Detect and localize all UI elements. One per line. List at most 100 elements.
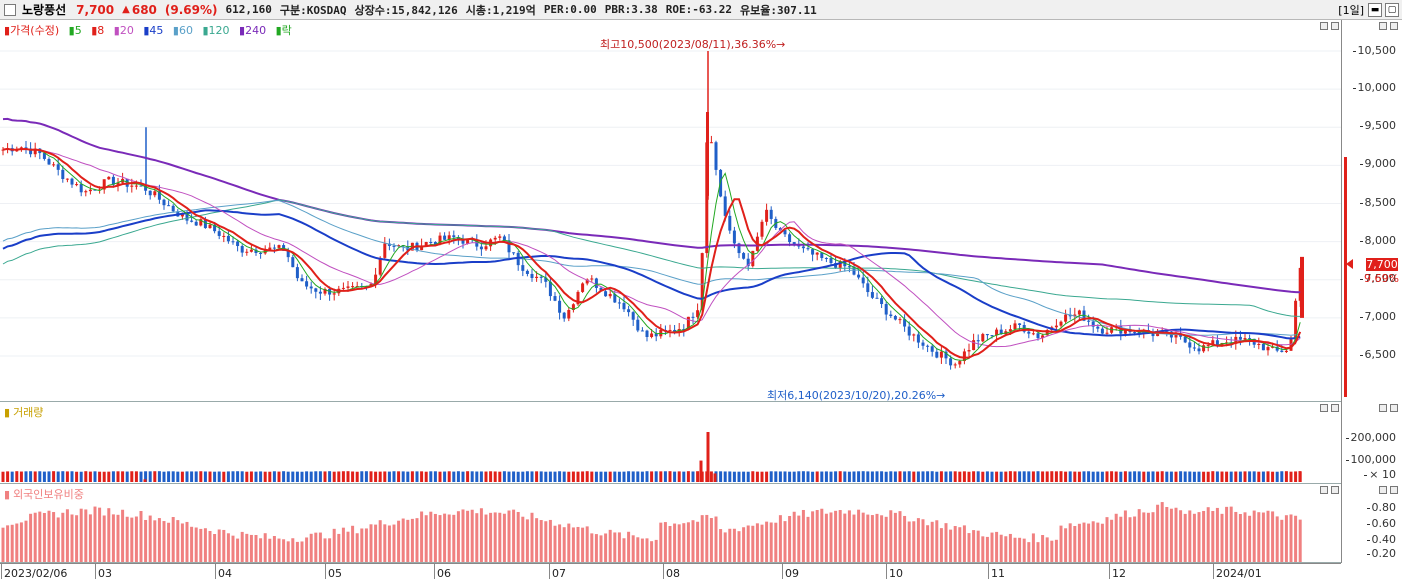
foreign-bar bbox=[1238, 514, 1242, 562]
current-price-marker-icon bbox=[1346, 259, 1353, 269]
legend-ma45[interactable]: ▮45 bbox=[143, 24, 164, 37]
candle bbox=[700, 253, 704, 311]
foreign-bar bbox=[415, 518, 419, 562]
foreign-ownership-chart[interactable] bbox=[0, 484, 1341, 563]
pane-controls[interactable] bbox=[1320, 404, 1339, 412]
volume-bar bbox=[1284, 471, 1288, 482]
legend-ma20[interactable]: ▮20 bbox=[113, 24, 134, 37]
foreign-bar bbox=[157, 518, 161, 562]
foreign-bar bbox=[1050, 540, 1054, 562]
candle bbox=[512, 252, 516, 254]
foreign-tick: 0.60 bbox=[1366, 517, 1396, 530]
candle bbox=[815, 252, 819, 255]
date-label: 09 bbox=[782, 563, 799, 580]
candle bbox=[893, 316, 897, 320]
volume-bar bbox=[254, 471, 258, 482]
foreign-pane[interactable]: ▮ 외국인보유비중 bbox=[0, 484, 1341, 563]
candle bbox=[1133, 332, 1137, 334]
foreign-bar bbox=[907, 521, 911, 562]
volume-bar bbox=[79, 471, 83, 482]
volume-bar bbox=[682, 471, 686, 482]
volume-bar bbox=[774, 471, 778, 482]
foreign-legend[interactable]: ▮ 외국인보유비중 bbox=[4, 488, 84, 501]
volume-bar bbox=[691, 471, 695, 482]
foreign-bar bbox=[231, 535, 235, 562]
foreign-bar bbox=[420, 511, 424, 562]
foreign-bar bbox=[489, 512, 493, 562]
volume-legend[interactable]: ▮ 거래량 bbox=[4, 406, 44, 419]
foreign-bar bbox=[1215, 507, 1219, 562]
volume-bar bbox=[912, 471, 916, 482]
foreign-bar bbox=[355, 533, 359, 562]
volume-bar bbox=[1211, 471, 1215, 482]
volume-bar bbox=[75, 471, 79, 482]
candle bbox=[903, 319, 907, 327]
volume-bar bbox=[461, 471, 465, 482]
candle bbox=[397, 245, 401, 247]
foreign-bar bbox=[259, 538, 263, 562]
candle bbox=[493, 237, 497, 240]
candle bbox=[295, 267, 299, 279]
volume-bar bbox=[410, 471, 414, 482]
candle bbox=[737, 243, 741, 254]
candle bbox=[631, 312, 635, 320]
legend-ma60[interactable]: ▮60 bbox=[172, 24, 193, 37]
pane-controls[interactable] bbox=[1320, 22, 1339, 30]
volume-bar bbox=[1100, 471, 1104, 482]
candle bbox=[544, 277, 548, 282]
foreign-bar bbox=[374, 524, 378, 562]
volume-bar bbox=[1215, 471, 1219, 482]
foreign-bar bbox=[512, 509, 516, 562]
foreign-bar bbox=[728, 528, 732, 562]
price-chart[interactable] bbox=[0, 20, 1341, 402]
select-checkbox[interactable] bbox=[4, 3, 16, 16]
legend-ma240[interactable]: ▮240 bbox=[239, 24, 267, 37]
foreign-bar bbox=[645, 538, 649, 562]
volume-bar bbox=[180, 471, 184, 482]
price-pane[interactable]: ▮가격(수정) ▮5 ▮8 ▮20 ▮45 ▮60 ▮120 ▮240 ▮락 최… bbox=[0, 20, 1341, 402]
foreign-bar bbox=[847, 510, 851, 562]
foreign-bar bbox=[558, 524, 562, 562]
minimize-icon[interactable]: ▬ bbox=[1368, 2, 1382, 17]
volume-chart[interactable] bbox=[0, 402, 1341, 484]
legend-ma120[interactable]: ▮120 bbox=[202, 24, 230, 37]
legend-price[interactable]: ▮가격(수정) bbox=[4, 24, 60, 37]
candle bbox=[47, 158, 51, 165]
foreign-bar bbox=[185, 521, 189, 562]
foreign-bar bbox=[226, 533, 230, 562]
volume-bar bbox=[972, 471, 976, 482]
candle bbox=[479, 246, 483, 250]
candle bbox=[576, 291, 580, 305]
foreign-bar bbox=[594, 534, 598, 562]
pane-controls[interactable] bbox=[1320, 486, 1339, 494]
volume-bar bbox=[1266, 471, 1270, 482]
volume-bar bbox=[15, 471, 19, 482]
volume-bar bbox=[719, 471, 723, 482]
price-tick: 9,500 bbox=[1359, 119, 1396, 132]
candle bbox=[604, 291, 608, 297]
candle bbox=[599, 287, 603, 292]
candle bbox=[199, 219, 203, 226]
candle bbox=[1008, 329, 1012, 332]
foreign-bar bbox=[926, 525, 930, 562]
foreign-bar bbox=[102, 515, 106, 562]
candle bbox=[792, 242, 796, 245]
foreign-bar bbox=[1225, 506, 1229, 562]
legend-ma5[interactable]: ▮5 bbox=[68, 24, 82, 37]
volume-bar bbox=[475, 471, 479, 482]
foreign-bar bbox=[659, 522, 663, 562]
foreign-bar bbox=[930, 521, 934, 562]
price-tick: 7,000 bbox=[1359, 310, 1396, 323]
candle bbox=[1123, 329, 1127, 334]
foreign-bar bbox=[98, 507, 102, 562]
legend-ma8[interactable]: ▮8 bbox=[91, 24, 105, 37]
volume-spike-bar bbox=[713, 473, 717, 482]
maximize-icon[interactable]: ▢ bbox=[1385, 2, 1399, 17]
volume-bar bbox=[553, 471, 557, 482]
foreign-bar bbox=[1082, 522, 1086, 562]
candle bbox=[535, 276, 539, 279]
period-selector[interactable]: [1일] bbox=[1338, 3, 1364, 17]
volume-pane[interactable]: ▮ 거래량 bbox=[0, 402, 1341, 484]
legend-fall[interactable]: ▮락 bbox=[275, 24, 292, 37]
volume-bar bbox=[397, 471, 401, 482]
